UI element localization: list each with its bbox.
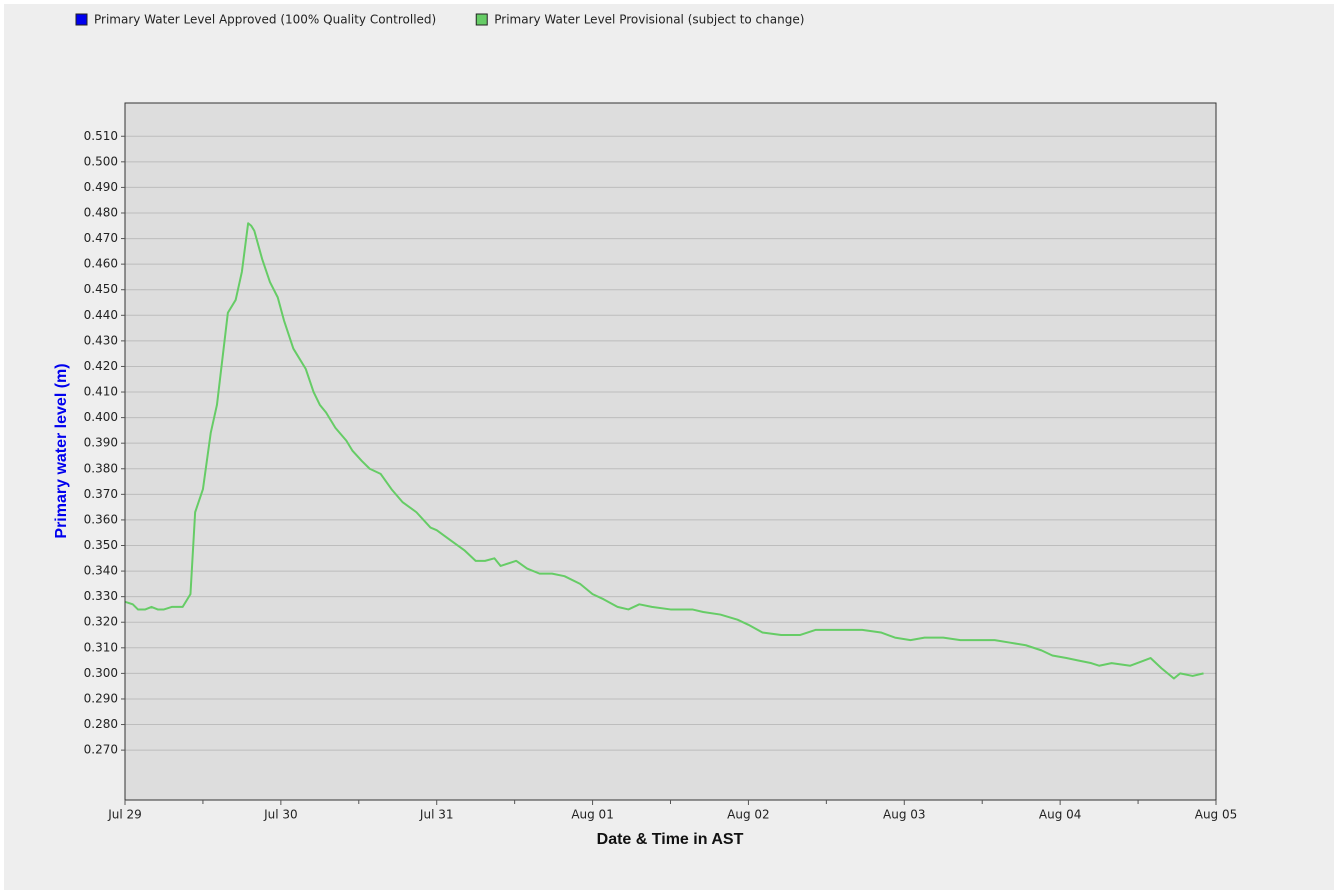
plot-area <box>125 103 1216 800</box>
y-tick-label: 0.300 <box>84 666 118 680</box>
y-tick-label: 0.370 <box>84 487 118 501</box>
y-tick-label: 0.470 <box>84 231 118 245</box>
y-tick-label: 0.410 <box>84 385 118 399</box>
y-tick-label: 0.400 <box>84 410 118 424</box>
x-tick-label: Aug 05 <box>1195 808 1238 822</box>
y-axis-title: Primary water level (m) <box>53 363 70 538</box>
y-tick-label: 0.450 <box>84 282 118 296</box>
legend-swatch <box>475 13 488 26</box>
lines <box>124 222 1204 680</box>
y-tick-label: 0.380 <box>84 461 118 475</box>
y-tick-label: 0.310 <box>84 640 118 654</box>
x-tick-label: Aug 04 <box>1039 808 1082 822</box>
data-line <box>124 222 1204 680</box>
x-tick-label: Aug 01 <box>571 808 614 822</box>
y-tick-label: 0.490 <box>84 180 118 194</box>
x-tick-label: Jul 29 <box>107 808 142 822</box>
legend-label: Primary Water Level Provisional (subject… <box>494 13 804 27</box>
y-tick-label: 0.350 <box>84 538 118 552</box>
y-tick-label: 0.460 <box>84 257 118 271</box>
y-tick-label: 0.360 <box>84 512 118 526</box>
y-tick-label: 0.330 <box>84 589 118 603</box>
x-tick-label: Aug 03 <box>883 808 926 822</box>
y-tick-label: 0.480 <box>84 205 118 219</box>
y-tick-label: 0.320 <box>84 615 118 629</box>
y-tick-label: 0.500 <box>84 154 118 168</box>
y-tick-label: 0.290 <box>84 691 118 705</box>
y-tick-label: 0.390 <box>84 436 118 450</box>
x-tick-label: Jul 30 <box>263 808 298 822</box>
y-tick-label: 0.270 <box>84 743 118 757</box>
y-tick-label: 0.340 <box>84 564 118 578</box>
y-tick-label: 0.420 <box>84 359 118 373</box>
y-tick-label: 0.430 <box>84 333 118 347</box>
y-tick-label: 0.440 <box>84 308 118 322</box>
x-axis-title: Date & Time in AST <box>597 831 744 848</box>
legend-swatch <box>75 13 88 26</box>
y-tick-label: 0.510 <box>84 129 118 143</box>
x-tick-label: Jul 31 <box>419 808 454 822</box>
legend-label: Primary Water Level Approved (100% Quali… <box>94 13 436 27</box>
y-tick-label: 0.280 <box>84 717 118 731</box>
x-tick-label: Aug 02 <box>727 808 770 822</box>
grid <box>125 135 1216 751</box>
